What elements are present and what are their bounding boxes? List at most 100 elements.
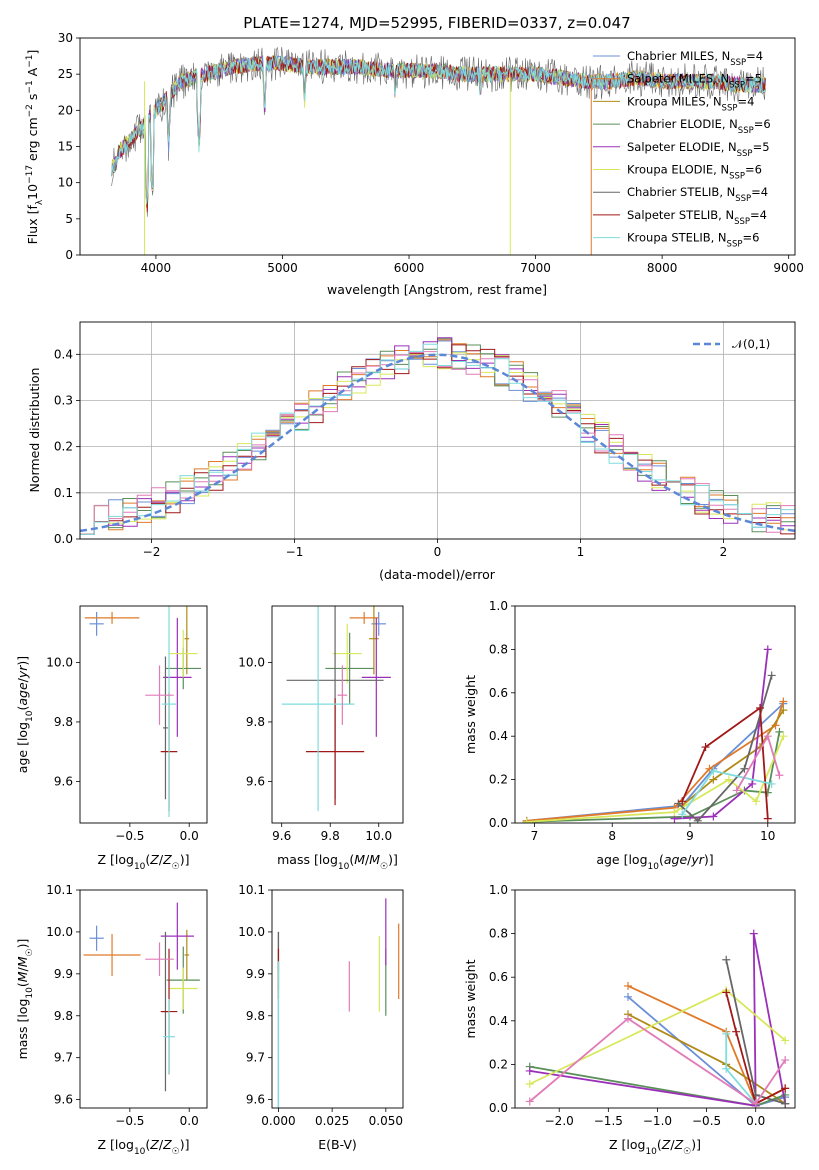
axes-frame (271, 605, 404, 824)
y-tick-label: 10.0 (238, 655, 265, 669)
mass-weight-marker (779, 697, 788, 706)
y-axis-label: age [log10(age/yr)] (15, 656, 35, 773)
legend-label: Chabrier ELODIE, NSSP=6 (627, 117, 771, 136)
y-tick-label: 0.0 (489, 1101, 508, 1115)
y-tick-label: 20 (58, 103, 73, 117)
legend-label: 𝒩(0,1) (732, 337, 770, 351)
mass-weight-marker (623, 1014, 632, 1023)
mass-weight-marker (749, 929, 758, 938)
y-axis-label: mass [log10(M/M☉)] (15, 939, 35, 1060)
y-tick-label: 15 (58, 140, 73, 154)
x-tick-label: 9.6 (272, 829, 291, 843)
normal-reference-curve (80, 353, 795, 533)
y-tick-label: 1.0 (489, 599, 508, 613)
mass-weight-marker (623, 981, 632, 990)
x-tick-label: 0.0 (746, 1114, 765, 1128)
x-tick-label: 7000 (520, 261, 551, 275)
x-tick-label: 9000 (773, 261, 804, 275)
x-tick-label: 0.050 (369, 1114, 403, 1128)
x-tick-label: −2.0 (545, 1114, 574, 1128)
plot-area (522, 645, 788, 823)
x-tick-label: 4000 (141, 261, 172, 275)
axes-frame (79, 605, 208, 824)
mass-weight-marker (709, 775, 718, 784)
spectrum-panel: 4000 5000 6000 7000 8000 9000 0 5 10 15 20 25 30 wave… (25, 31, 804, 297)
x-axis-label: Z [log10(Z/Z☉)] (97, 852, 189, 872)
mass-weight-line (627, 985, 786, 1105)
mass-weight-marker (781, 1056, 790, 1065)
y-tick-label: 0.1 (54, 486, 73, 500)
y-tick-label: 0.2 (489, 1057, 508, 1071)
age-vs-mass-panel: 9.6 9.8 10.0 9.6 9.8 10.0 mass [log10(M/M☉)] (238, 605, 404, 872)
plot-area (80, 337, 795, 539)
y-axis-label: Normed distribution (27, 368, 42, 493)
y-tick-label: 9.7 (54, 1051, 73, 1065)
mass-vs-ebv-panel: 0.000 0.025 0.050 9.6 9.7 9.8 9.9 10.0 10.1 E(B-V… (238, 883, 404, 1152)
mass-weight-marker (525, 1080, 534, 1089)
x-tick-label: 2 (720, 545, 728, 559)
y-tick-label: 0.0 (489, 816, 508, 830)
mass-weight-marker (670, 808, 679, 817)
y-tick-label: 0.4 (489, 729, 508, 743)
y-tick-label: 10.1 (238, 883, 265, 897)
y-tick-label: 9.8 (246, 715, 265, 729)
y-tick-label: 0.4 (489, 1014, 508, 1028)
x-tick-label: −1 (286, 545, 304, 559)
plot-area (84, 606, 202, 818)
mass-weight-marker (781, 1099, 790, 1108)
mass-weight-marker (722, 955, 731, 964)
mass-weight-marker (709, 812, 718, 821)
mass-weight-marker (779, 706, 788, 715)
y-axis-label: mass weight (463, 675, 478, 754)
x-tick-label: 0.0 (180, 1114, 199, 1128)
x-tick-label: 6000 (394, 261, 425, 275)
y-tick-label: 0.8 (489, 927, 508, 941)
plot-area (111, 46, 766, 255)
residual-histogram-panel: −2 −1 0 1 2 0.0 0.1 0.2 0.3 0.4 (data-model)/error… (27, 321, 796, 582)
spectrum-line (111, 54, 766, 204)
axes-frame (514, 889, 796, 1109)
y-tick-label: 9.8 (246, 1009, 265, 1023)
axes-frame (79, 889, 208, 1109)
mass-weight-line (529, 1017, 786, 1105)
mass-weight-marker (722, 1029, 731, 1038)
plot-area (83, 902, 200, 1092)
mass-weight-marker (775, 727, 784, 736)
y-tick-label: 0.3 (54, 393, 73, 407)
mass-weight-marker (756, 703, 764, 712)
axes-frame (79, 321, 796, 540)
mass-weight-marker (775, 771, 784, 780)
mass-weight-marker (781, 1084, 790, 1093)
x-axis-label: (data-model)/error (379, 567, 496, 582)
legend-label: Salpeter ELODIE, NSSP=5 (627, 140, 770, 159)
x-tick-label: 7 (531, 829, 539, 843)
x-axis-label: age [log10(age/yr)] (596, 852, 713, 872)
legend-label: Chabrier STELIB, NSSP=4 (627, 185, 768, 204)
legend-label: Chabrier MILES, NSSP=4 (627, 49, 763, 68)
mass-weight-marker (701, 743, 710, 752)
x-tick-label: 1 (577, 545, 585, 559)
x-tick-label: 10.0 (365, 829, 392, 843)
massweight-vs-metallicity-panel: −2.0 −1.5 −1.0 −0.5 0.0 0.0 0.2 0.4 0.6 0.8 1.0 Z [… (463, 883, 796, 1157)
y-tick-label: 10.0 (46, 925, 73, 939)
y-tick-label: 0.8 (489, 642, 508, 656)
mass-weight-marker (767, 671, 776, 680)
y-tick-label: 10.0 (46, 655, 73, 669)
mass-weight-marker (767, 779, 776, 788)
mass-weight-line (526, 702, 784, 822)
x-tick-label: 0 (434, 545, 442, 559)
y-tick-label: 9.6 (54, 774, 73, 788)
mass-weight-marker (763, 732, 772, 741)
x-tick-label: −2 (143, 545, 161, 559)
y-tick-label: 10.0 (238, 925, 265, 939)
x-tick-label: 10 (760, 829, 775, 843)
x-tick-label: −0.5 (692, 1114, 721, 1128)
x-tick-label: 0.025 (315, 1114, 349, 1128)
mass-weight-marker (678, 797, 687, 806)
mass-weight-marker (709, 766, 718, 775)
mass-weight-marker (763, 814, 772, 823)
mass-weight-marker (724, 775, 733, 784)
mass-weight-line (681, 706, 769, 819)
y-tick-label: 0.2 (54, 440, 73, 454)
mass-weight-marker (525, 1097, 534, 1106)
